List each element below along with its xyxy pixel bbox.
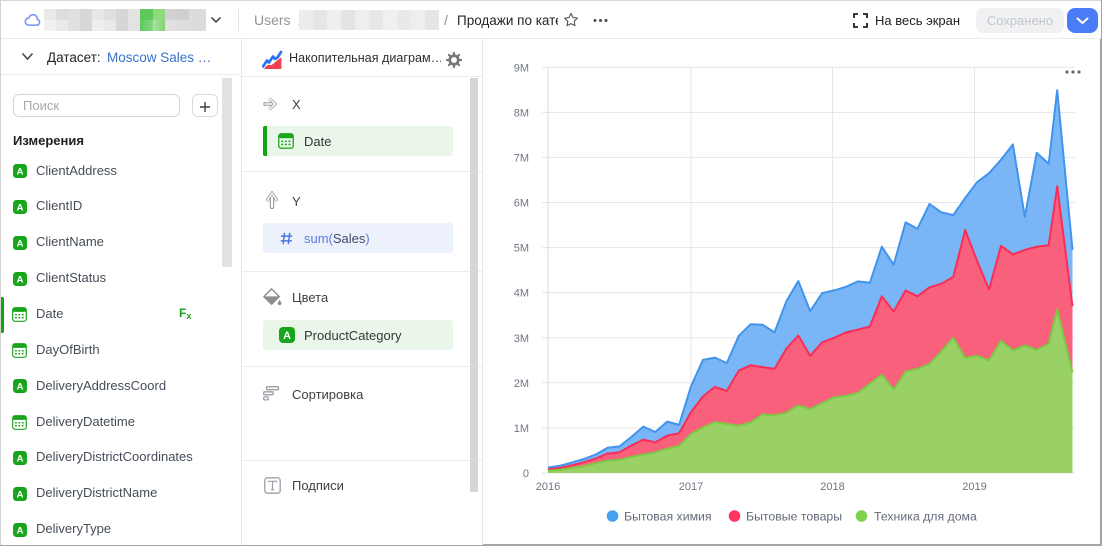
- svg-text:A: A: [17, 238, 24, 249]
- svg-text:3M: 3M: [514, 333, 529, 345]
- svg-text:2M: 2M: [514, 378, 529, 390]
- svg-text:Техника для дома: Техника для дома: [874, 510, 977, 524]
- svg-text:A: A: [17, 525, 24, 536]
- svg-text:0: 0: [523, 468, 529, 480]
- svg-text:A: A: [17, 381, 24, 392]
- svg-text:2016: 2016: [536, 481, 560, 493]
- svg-text:Бытовая химия: Бытовая химия: [624, 510, 712, 524]
- svg-text:A: A: [17, 166, 24, 177]
- svg-text:A: A: [283, 330, 291, 342]
- svg-text:A: A: [17, 489, 24, 500]
- svg-text:A: A: [17, 202, 24, 213]
- svg-text:Бытовые товары: Бытовые товары: [746, 510, 842, 524]
- svg-text:5M: 5M: [514, 243, 529, 255]
- svg-text:1M: 1M: [514, 423, 529, 435]
- svg-text:2019: 2019: [962, 481, 986, 493]
- svg-text:6M: 6M: [514, 198, 529, 210]
- svg-text:8M: 8M: [514, 107, 529, 119]
- svg-text:9M: 9M: [514, 62, 529, 74]
- svg-text:4M: 4M: [514, 288, 529, 300]
- svg-text:7M: 7M: [514, 152, 529, 164]
- svg-text:2018: 2018: [820, 481, 844, 493]
- svg-text:2017: 2017: [679, 481, 703, 493]
- svg-text:A: A: [17, 274, 24, 285]
- svg-text:A: A: [17, 453, 24, 464]
